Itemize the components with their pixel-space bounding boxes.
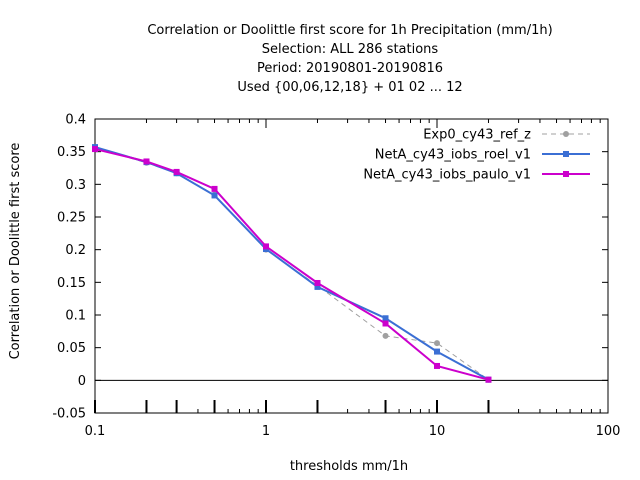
data-point [434,340,440,347]
x-axis-label: thresholds mm/1h [290,459,408,474]
series-line [94,148,489,381]
plot-frame [94,118,609,414]
data-point [382,332,389,339]
data-point [143,158,150,165]
y-tick-label: 0 [78,374,86,389]
series-layer [92,144,492,383]
data-point [211,192,218,199]
y-axis-label: Correlation or Doolittle first score [8,143,23,360]
chart-title: Correlation or Doolittle first score for… [147,23,552,95]
data-point [382,315,389,322]
y-tick-label: 0.05 [57,341,86,356]
y-tick-label: 0.15 [57,276,86,291]
legend-swatch-marker [563,151,569,157]
title-line-4: Used {00,06,12,18} + 01 02 ... 12 [237,80,462,95]
series-3 [92,146,492,383]
title-line-2: Selection: ALL 286 stations [262,42,439,57]
y-tick-label: -0.05 [52,407,86,422]
legend-label: NetA_cy43_iobs_paulo_v1 [363,168,531,183]
data-point [92,146,98,153]
data-point [211,185,218,192]
x-tick-label: 1 [262,424,270,439]
data-point [314,283,321,290]
y-tick-label: 0.4 [65,113,86,128]
data-point [434,348,440,355]
legend-swatch-marker [563,171,569,177]
legend-label: NetA_cy43_iobs_roel_v1 [375,148,531,163]
legend-label: Exp0_cy43_ref_z [423,128,531,143]
title-line-3: Period: 20190801-20190816 [257,61,443,76]
title-line-1: Correlation or Doolittle first score for… [147,23,552,38]
y-tick-label: 0.2 [65,243,86,258]
data-point [382,320,389,327]
y-tick-label: 0.25 [57,211,86,226]
y-tick-label: 0.1 [65,309,86,324]
x-tick-label: 10 [429,424,446,439]
data-point [434,362,440,369]
y-tick-label: 0.35 [57,145,86,160]
x-tick-label: 0.1 [85,424,106,439]
x-tick-label: 100 [596,424,621,439]
y-tick-label: 0.3 [65,178,86,193]
data-point [485,376,492,383]
data-point [314,279,321,286]
axes: -0.05 0 0.05 0.1 0.15 0.2 0.25 0.3 0.35 0.4 0.1 1 10… [52,113,620,440]
data-point [173,168,180,175]
legend: Exp0_cy43_ref_z NetA_cy43_iobs_roel_v1 Net… [363,128,590,183]
legend-swatch-marker [563,131,569,137]
data-point [263,243,269,250]
